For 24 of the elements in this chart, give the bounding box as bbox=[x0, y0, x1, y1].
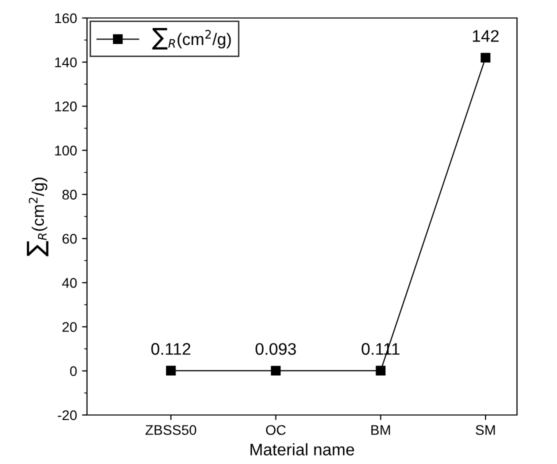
x-axis-title: Material name bbox=[250, 443, 354, 456]
point bbox=[376, 366, 386, 376]
data-label: 0.093 bbox=[256, 343, 296, 355]
y-axis-title: ∑$_{R}$(cm$^{2}$/g) bbox=[26, 178, 48, 256]
y-tick-label: 120 bbox=[55, 102, 77, 112]
y-tick-label: -20 bbox=[58, 410, 77, 420]
x-tick-label: ZBSS50 bbox=[145, 425, 196, 435]
data-label: 0.112 bbox=[151, 343, 190, 355]
y-tick-label: 20 bbox=[62, 322, 77, 332]
x-tick-label: OC bbox=[266, 425, 286, 435]
y-tick-label: 140 bbox=[55, 57, 77, 68]
legend-label: ∑$_{R}$(cm$^{2}$/g) bbox=[152, 28, 231, 50]
point bbox=[270, 366, 281, 376]
point bbox=[480, 52, 490, 63]
x-tick-label: BM bbox=[371, 425, 390, 435]
y-tick-label: 160 bbox=[55, 13, 77, 24]
y-tick-label: 40 bbox=[62, 278, 77, 288]
x-tick-label: SM bbox=[476, 425, 495, 435]
point bbox=[166, 366, 176, 376]
y-tick-label: 60 bbox=[62, 234, 77, 244]
y-tick-label: 80 bbox=[62, 190, 77, 200]
data-label: 142 bbox=[472, 30, 499, 42]
y-tick-label: 0 bbox=[70, 366, 77, 376]
y-tick-label: 100 bbox=[55, 146, 77, 156]
